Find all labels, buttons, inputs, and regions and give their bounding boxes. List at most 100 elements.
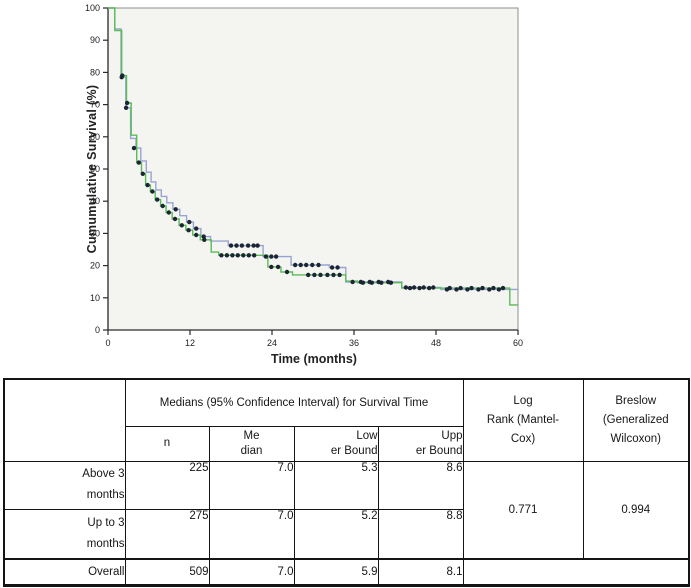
censor-mark-blue: [431, 285, 436, 290]
censor-mark-blue: [496, 287, 502, 292]
censor-mark-blue: [411, 285, 417, 290]
censor-mark-green: [145, 182, 150, 188]
censor-mark-green: [124, 100, 130, 106]
censor-mark-green: [150, 189, 155, 194]
censor-mark-blue: [131, 145, 137, 151]
censor-mark-green: [241, 253, 246, 258]
plot-area: [108, 8, 518, 330]
breslow-p-value: 0.994: [582, 460, 690, 560]
y-tick-label: 40: [90, 196, 100, 206]
lower-bound-value: 5.2: [293, 508, 379, 560]
censor-mark-green: [360, 280, 366, 285]
x-tick-label: 36: [349, 338, 359, 348]
censor-mark-green: [194, 232, 199, 238]
censor-mark-blue: [335, 265, 340, 270]
kaplan-meier-chart: 0 10 20 30 40 50 60 70 80 90 100 0 12 24 36 48 60 Cumumu…: [85, 3, 523, 366]
censor-mark-green: [417, 285, 422, 291]
censor-mark-blue: [228, 243, 234, 248]
censor-mark-blue: [298, 262, 303, 268]
col-header-lower-bound: Low er Bound: [293, 425, 379, 462]
x-tick-label: 24: [267, 338, 277, 348]
censor-mark-green: [179, 223, 184, 228]
n-value: 275: [124, 508, 210, 560]
censor-mark-blue: [263, 254, 269, 259]
censor-mark-green: [306, 272, 311, 278]
censor-mark-green: [407, 285, 413, 291]
lower-bound-value: 5.3: [293, 460, 379, 510]
censor-mark-blue: [173, 207, 178, 212]
medians-group-header: Medians (95% Confidence Interval) for Su…: [124, 378, 464, 427]
y-tick-label: 30: [90, 228, 100, 238]
y-tick-label: 50: [90, 164, 100, 174]
censor-mark-blue: [350, 279, 355, 285]
censor-mark-green: [120, 73, 125, 78]
x-tick-label: 12: [185, 338, 195, 348]
censor-mark-green: [284, 269, 290, 275]
y-tick-label: 80: [90, 67, 100, 77]
censor-mark-green: [275, 264, 281, 270]
censor-mark-green: [235, 253, 240, 258]
censor-mark-blue: [476, 287, 481, 292]
censor-mark-green: [136, 160, 141, 165]
censor-mark-blue: [123, 105, 129, 111]
censor-mark-blue: [245, 243, 251, 248]
median-value: 7.0: [208, 558, 295, 586]
y-tick-label: 60: [90, 132, 100, 142]
censor-mark-green: [230, 253, 235, 258]
censor-mark-green: [312, 272, 317, 278]
row-label: Above 3 months: [3, 460, 126, 510]
x-axis-title: Time (months): [271, 352, 357, 366]
censor-mark-green: [491, 285, 496, 291]
censor-mark-blue: [316, 262, 321, 268]
censor-mark-blue: [239, 243, 245, 248]
table-row-overall: Overall 509 7.0 5.9 8.1: [3, 558, 690, 586]
n-value: 509: [124, 558, 210, 586]
censor-mark-green: [427, 285, 432, 291]
censor-mark-blue: [310, 262, 315, 268]
censor-mark-green: [140, 171, 145, 176]
censor-mark-green: [369, 280, 374, 285]
censor-mark-green: [186, 228, 191, 233]
corner-cell: [3, 378, 126, 462]
censor-mark-green: [246, 253, 251, 258]
upper-bound-value: 8.6: [377, 460, 464, 510]
x-tick-label: 0: [105, 338, 110, 348]
censor-mark-green: [325, 272, 330, 278]
col-header-n: n: [124, 425, 210, 462]
censor-mark-blue: [234, 243, 239, 248]
censor-mark-green: [500, 285, 506, 291]
n-value: 225: [124, 460, 210, 510]
log-rank-header: Log Rank (Mantel- Cox): [462, 378, 584, 462]
x-tick-label: 60: [513, 338, 523, 348]
y-tick-label: 70: [90, 100, 100, 110]
censor-mark-green: [458, 285, 463, 291]
censor-mark-blue: [465, 287, 470, 292]
censor-mark-blue: [329, 265, 335, 270]
censor-mark-green: [480, 285, 485, 291]
censor-mark-green: [337, 272, 342, 278]
y-tick-label: 90: [90, 35, 100, 45]
empty-merged-cell: [462, 558, 690, 586]
censor-mark-green: [160, 203, 165, 209]
censor-mark-green: [166, 210, 171, 215]
row-label: Overall: [3, 558, 126, 586]
censor-mark-blue: [194, 226, 199, 231]
col-header-upper-bound: Upp er Bound: [377, 425, 464, 462]
censor-mark-blue: [273, 254, 279, 259]
y-tick-label: 10: [90, 293, 100, 303]
censor-mark-green: [447, 285, 452, 291]
censor-mark-blue: [421, 285, 426, 290]
y-axis-title: Cumumulative Survival (%): [85, 84, 99, 254]
censor-mark-green: [318, 272, 323, 278]
km-plot: 0 10 20 30 40 50 60 70 80 90 100 0 12 24 36 48 60: [85, 3, 523, 348]
censor-mark-blue: [293, 262, 298, 268]
survival-statistics-table: Medians (95% Confidence Interval) for Su…: [3, 378, 691, 587]
censor-mark-blue: [255, 243, 260, 248]
plot-frame: [108, 7, 519, 330]
censor-mark-blue: [454, 287, 459, 292]
censor-mark-blue: [251, 243, 256, 248]
median-value: 7.0: [208, 460, 295, 510]
censor-mark-green: [388, 280, 394, 285]
censor-mark-green: [155, 197, 160, 202]
